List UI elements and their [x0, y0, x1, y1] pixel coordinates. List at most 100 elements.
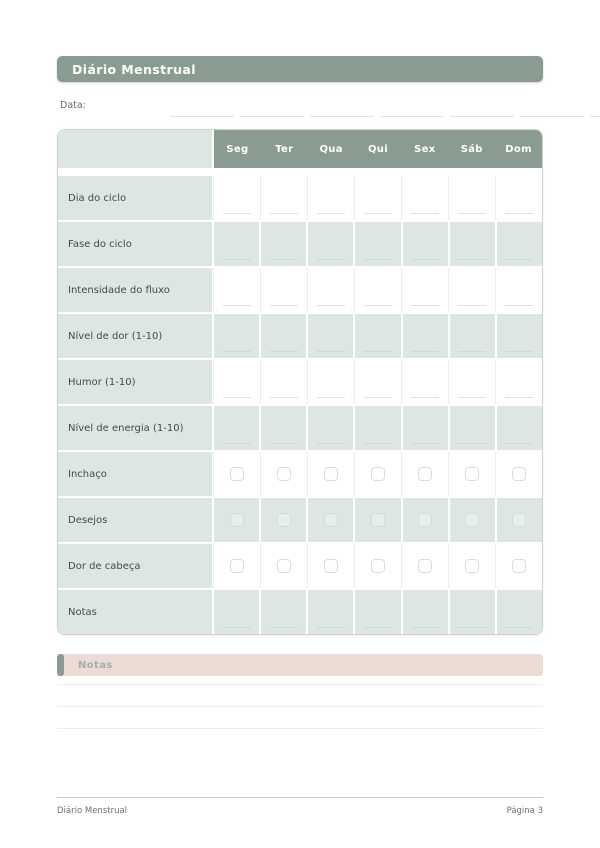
notes-write-line[interactable]: [57, 707, 543, 729]
checkbox[interactable]: [323, 467, 338, 481]
entry-cell-ter[interactable]: [259, 268, 307, 312]
date-blank-line[interactable]: [450, 103, 514, 117]
entry-cell-sex[interactable]: [402, 498, 448, 542]
entry-cell-sex[interactable]: [402, 222, 448, 266]
entry-cell-dom[interactable]: [496, 498, 542, 542]
entry-cell-seg[interactable]: [212, 544, 260, 588]
entry-cell-qui[interactable]: [353, 360, 401, 404]
entry-cell-qui[interactable]: [355, 406, 401, 450]
entry-cell-qui[interactable]: [353, 452, 401, 496]
entry-cell-qua[interactable]: [308, 314, 354, 358]
entry-cell-ter[interactable]: [261, 314, 307, 358]
checkbox[interactable]: [229, 467, 244, 481]
checkbox[interactable]: [418, 559, 433, 573]
checkbox[interactable]: [276, 467, 291, 481]
entry-cell-qua[interactable]: [308, 222, 354, 266]
entry-cell-dom[interactable]: [496, 222, 542, 266]
checkbox[interactable]: [465, 513, 480, 527]
checkbox[interactable]: [418, 513, 433, 527]
entry-cell-sex[interactable]: [401, 176, 448, 220]
entry-cell-dom[interactable]: [495, 176, 542, 220]
entry-cell-qui[interactable]: [353, 268, 401, 312]
checkbox[interactable]: [229, 513, 244, 527]
entry-cell-seg[interactable]: [212, 452, 260, 496]
entry-cell-qua[interactable]: [306, 360, 354, 404]
entry-cell-dom[interactable]: [495, 360, 542, 404]
entry-cell-seg[interactable]: [214, 498, 260, 542]
entry-cell-qua[interactable]: [308, 590, 354, 634]
entry-cell-sex[interactable]: [401, 360, 448, 404]
entry-cell-dom[interactable]: [496, 590, 542, 634]
notes-write-line[interactable]: [57, 685, 543, 707]
entry-cell-sab[interactable]: [448, 360, 495, 404]
entry-cell-sex[interactable]: [402, 406, 448, 450]
entry-cell-qua[interactable]: [308, 498, 354, 542]
entry-cell-sab[interactable]: [449, 222, 495, 266]
entry-cell-dom[interactable]: [495, 268, 542, 312]
checkbox[interactable]: [512, 559, 527, 573]
entry-cell-ter[interactable]: [261, 590, 307, 634]
entry-cell-qua[interactable]: [308, 406, 354, 450]
entry-cell-qui[interactable]: [355, 314, 401, 358]
entry-cell-seg[interactable]: [212, 268, 260, 312]
entry-cell-qua[interactable]: [306, 268, 354, 312]
entry-cell-seg[interactable]: [214, 314, 260, 358]
checkbox[interactable]: [418, 467, 433, 481]
entry-cell-sab[interactable]: [449, 406, 495, 450]
entry-cell-ter[interactable]: [259, 176, 307, 220]
date-blank-line[interactable]: [310, 103, 374, 117]
checkbox[interactable]: [465, 467, 480, 481]
entry-cell-sex[interactable]: [402, 314, 448, 358]
date-blank-line[interactable]: [590, 103, 600, 117]
entry-cell-ter[interactable]: [261, 406, 307, 450]
entry-cell-ter[interactable]: [261, 498, 307, 542]
checkbox[interactable]: [276, 513, 291, 527]
entry-cell-seg[interactable]: [214, 222, 260, 266]
entry-cell-dom[interactable]: [496, 314, 542, 358]
checkbox[interactable]: [512, 513, 527, 527]
entry-cell-qui[interactable]: [353, 544, 401, 588]
entry-cell-sab[interactable]: [449, 314, 495, 358]
entry-cell-qui[interactable]: [355, 222, 401, 266]
entry-cell-dom[interactable]: [495, 544, 542, 588]
date-blank-line[interactable]: [240, 103, 304, 117]
entry-cell-ter[interactable]: [259, 452, 307, 496]
entry-cell-dom[interactable]: [496, 406, 542, 450]
entry-cell-qua[interactable]: [306, 544, 354, 588]
checkbox[interactable]: [512, 467, 527, 481]
date-blank-line[interactable]: [170, 103, 234, 117]
entry-cell-qui[interactable]: [353, 176, 401, 220]
entry-cell-sab[interactable]: [448, 268, 495, 312]
entry-cell-seg[interactable]: [212, 176, 260, 220]
entry-cell-sex[interactable]: [402, 590, 448, 634]
date-blank-line[interactable]: [520, 103, 584, 117]
checkbox[interactable]: [276, 559, 291, 573]
entry-cell-sex[interactable]: [401, 544, 448, 588]
checkbox[interactable]: [229, 559, 244, 573]
entry-cell-ter[interactable]: [259, 360, 307, 404]
entry-cell-sab[interactable]: [448, 176, 495, 220]
entry-cell-seg[interactable]: [214, 406, 260, 450]
notes-write-line[interactable]: [57, 676, 543, 685]
checkbox[interactable]: [323, 513, 338, 527]
entry-cell-ter[interactable]: [259, 544, 307, 588]
entry-cell-ter[interactable]: [261, 222, 307, 266]
entry-cell-seg[interactable]: [212, 360, 260, 404]
entry-cell-qua[interactable]: [306, 452, 354, 496]
checkbox[interactable]: [370, 559, 385, 573]
entry-cell-sab[interactable]: [449, 498, 495, 542]
entry-cell-seg[interactable]: [214, 590, 260, 634]
checkbox[interactable]: [465, 559, 480, 573]
checkbox[interactable]: [323, 559, 338, 573]
entry-cell-sab[interactable]: [448, 544, 495, 588]
entry-cell-sab[interactable]: [449, 590, 495, 634]
checkbox[interactable]: [370, 467, 385, 481]
date-blank-line[interactable]: [380, 103, 444, 117]
entry-cell-qua[interactable]: [306, 176, 354, 220]
entry-cell-dom[interactable]: [495, 452, 542, 496]
entry-cell-sex[interactable]: [401, 268, 448, 312]
entry-cell-qui[interactable]: [355, 590, 401, 634]
entry-cell-sex[interactable]: [401, 452, 448, 496]
checkbox[interactable]: [370, 513, 385, 527]
entry-cell-qui[interactable]: [355, 498, 401, 542]
